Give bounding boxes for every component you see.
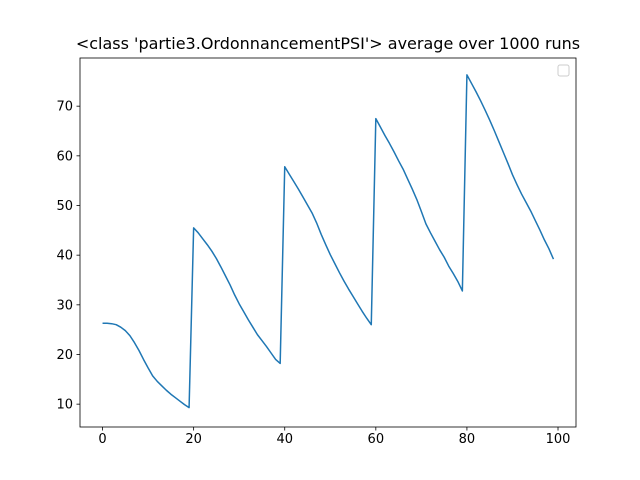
x-tick-label: 80 xyxy=(459,432,476,447)
y-tick-label: 10 xyxy=(56,398,73,413)
x-tick-label: 100 xyxy=(546,432,571,447)
plot-area: 0 20 40 60 80 100 10 20 30 40 50 60 70 xyxy=(56,74,571,447)
x-tick-label: 40 xyxy=(276,432,293,447)
chart-title: <class 'partie3.OrdonnancementPSI'> aver… xyxy=(76,34,580,53)
y-tick-label: 40 xyxy=(56,249,73,264)
y-tick-label: 50 xyxy=(56,199,73,214)
y-tick-label: 70 xyxy=(56,100,73,115)
line xyxy=(102,74,555,409)
x-tick-label: 20 xyxy=(185,432,202,447)
axes-frame xyxy=(79,57,577,428)
y-tick-label: 60 xyxy=(56,149,73,164)
y-tick-label: 20 xyxy=(56,348,73,363)
x-tick-label: 60 xyxy=(368,432,385,447)
y-tick-label: 30 xyxy=(56,298,73,313)
legend xyxy=(557,64,570,77)
x-tick-label: 0 xyxy=(98,432,106,447)
